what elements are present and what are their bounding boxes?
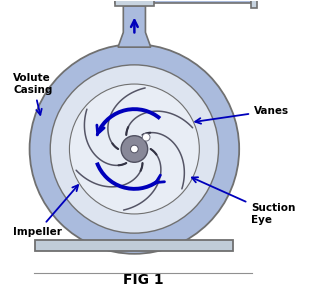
- Text: Discharge: Discharge: [0, 297, 1, 298]
- Circle shape: [30, 44, 239, 254]
- Polygon shape: [251, 0, 258, 8]
- Circle shape: [131, 145, 138, 153]
- Polygon shape: [115, 0, 154, 6]
- Text: Vanes: Vanes: [195, 105, 289, 124]
- Circle shape: [70, 84, 199, 214]
- Circle shape: [142, 133, 150, 141]
- Text: Suction
Eye: Suction Eye: [192, 177, 295, 225]
- Text: Volute
Casing: Volute Casing: [13, 73, 53, 115]
- Polygon shape: [115, 0, 251, 3]
- Polygon shape: [125, 0, 252, 41]
- Circle shape: [50, 65, 219, 233]
- Polygon shape: [118, 6, 151, 47]
- Polygon shape: [35, 240, 233, 251]
- Circle shape: [121, 136, 148, 162]
- Text: FIG 1: FIG 1: [123, 273, 164, 287]
- Text: Impeller: Impeller: [13, 185, 78, 237]
